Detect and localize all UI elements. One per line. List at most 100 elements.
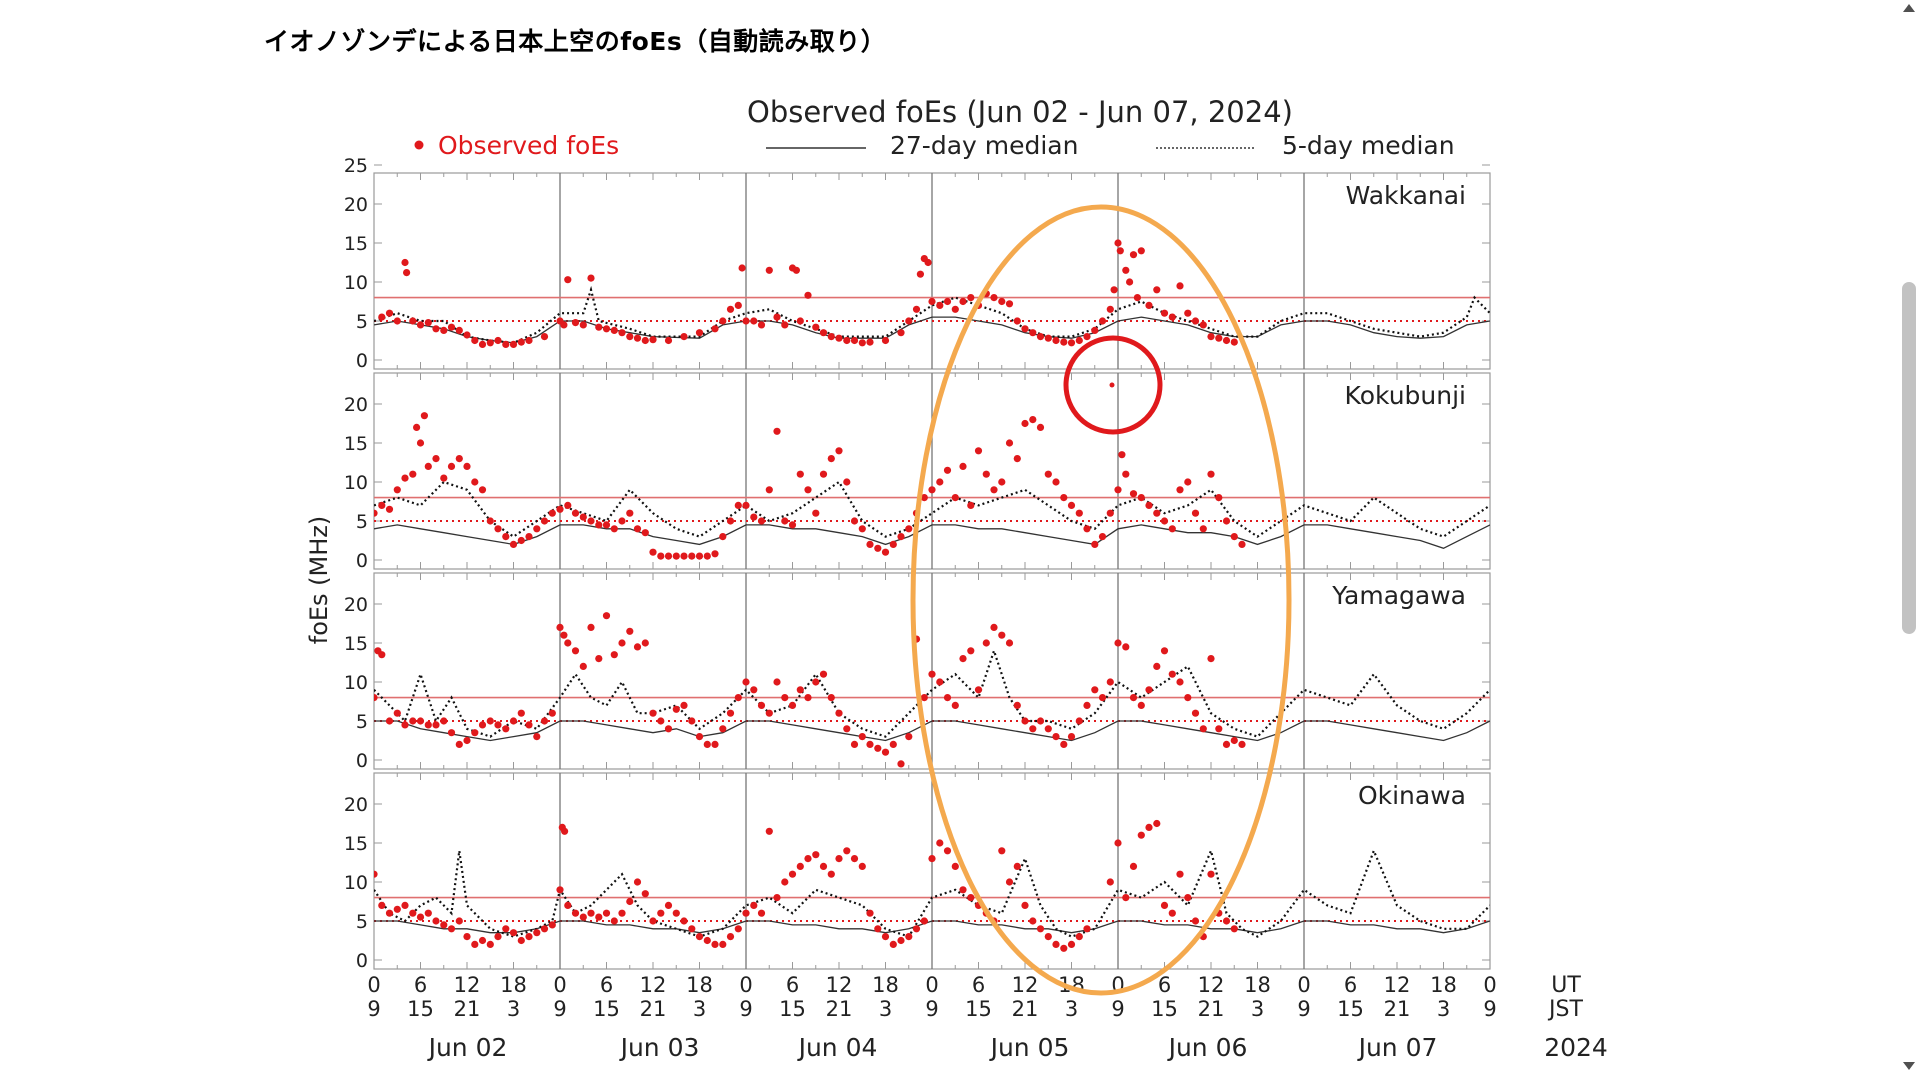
y-tick-label: 20: [344, 394, 368, 416]
observed-point: [781, 321, 789, 329]
observed-point: [1160, 647, 1169, 655]
observed-point: [1184, 309, 1192, 317]
observed-point: [1199, 725, 1207, 733]
jst-tick-label: 3: [1437, 997, 1450, 1021]
observed-point: [750, 901, 758, 910]
observed-point: [1137, 831, 1145, 839]
observed-point: [1168, 670, 1176, 678]
observed-point: [579, 513, 587, 521]
panel-wakkanai: 25 20 15 10 5 0 Wakkanai: [344, 155, 1491, 372]
observed-point: [703, 936, 711, 945]
annotation-ellipse: [910, 204, 1292, 996]
scroll-thumb[interactable]: [1902, 282, 1916, 634]
observed-point: [1110, 286, 1118, 294]
observed-point: [424, 462, 432, 470]
observed-point: [447, 323, 456, 331]
observed-point: [1222, 740, 1231, 749]
observed-point: [951, 305, 959, 313]
observed-point: [1133, 294, 1141, 302]
observed-point: [719, 725, 727, 733]
observed-point: [664, 552, 673, 560]
observed-point: [1106, 678, 1114, 686]
observed-point: [587, 517, 595, 525]
observed-point: [533, 929, 541, 937]
observed-point: [1091, 540, 1099, 549]
observed-point: [401, 474, 409, 482]
observed-point: [827, 333, 835, 341]
observed-point: [781, 517, 789, 525]
observed-point: [773, 313, 781, 321]
panel-kokubunji: 20 15 10 5 0 Kokubunji: [344, 372, 1491, 572]
observed-point: [385, 909, 394, 917]
observed-point: [1036, 423, 1045, 431]
scrollbar[interactable]: [1898, 0, 1920, 1080]
observed-point: [1036, 717, 1045, 725]
observed-point: [564, 276, 572, 284]
observed-point: [695, 552, 704, 560]
observed-point: [1013, 862, 1021, 871]
observed-point: [509, 929, 518, 937]
jst-tick-label: 3: [1251, 997, 1264, 1021]
station-label: Yamagawa: [1331, 581, 1466, 610]
observed-point: [540, 517, 549, 525]
observed-point: [1168, 525, 1176, 533]
observed-point: [1114, 239, 1122, 247]
observed-point: [393, 486, 401, 494]
observed-point: [560, 321, 568, 329]
observed-point: [672, 705, 680, 713]
observed-point: [1060, 740, 1068, 749]
observed-point: [1114, 639, 1122, 647]
observed-point: [561, 827, 569, 835]
observed-point: [843, 847, 851, 855]
observed-point: [951, 701, 959, 710]
observed-point: [602, 521, 611, 529]
observed-point: [765, 486, 773, 494]
observed-point: [1222, 336, 1231, 345]
observed-point: [1116, 247, 1124, 255]
observed-point: [1230, 533, 1238, 541]
observed-point: [1122, 894, 1130, 902]
observed-point: [1122, 643, 1130, 651]
observed-point: [827, 694, 835, 702]
observed-point: [633, 878, 642, 886]
observed-point: [618, 639, 626, 647]
observed-point: [905, 525, 913, 533]
observed-point: [556, 623, 564, 632]
observed-point: [866, 338, 874, 346]
observed-point: [695, 933, 704, 941]
observed-point: [610, 326, 618, 334]
observed-point: [688, 925, 696, 933]
observed-point: [959, 297, 967, 306]
legend-27day-label: 27-day median: [890, 131, 1078, 160]
observed-point: [734, 301, 742, 309]
observed-point: [509, 717, 518, 725]
scroll-up-arrow-icon[interactable]: [1903, 4, 1915, 12]
observed-point: [734, 694, 742, 702]
observed-point: [734, 925, 742, 933]
observed-point: [928, 297, 936, 306]
observed-point: [1129, 490, 1138, 498]
observed-point: [819, 329, 828, 337]
jst-tick-label: 21: [640, 997, 667, 1021]
observed-point: [1145, 686, 1153, 694]
observed-point: [587, 623, 595, 632]
observed-point: [664, 336, 673, 345]
observed-point: [711, 740, 719, 749]
jst-tick-label: 21: [1384, 997, 1411, 1021]
observed-point: [610, 651, 618, 659]
observed-point: [517, 536, 525, 545]
observed-point: [812, 678, 820, 686]
observed-point: [1207, 655, 1215, 663]
observed-point: [1044, 933, 1052, 941]
observed-point: [424, 319, 432, 327]
observed-point: [1191, 709, 1200, 717]
observed-point: [486, 517, 494, 525]
observed-point: [757, 517, 766, 525]
median27-line: [374, 316, 1490, 344]
scroll-down-arrow-icon[interactable]: [1903, 1062, 1915, 1070]
observed-point: [1036, 333, 1045, 341]
ut-tick-label: 12: [640, 973, 667, 997]
y-tick-label: 0: [356, 350, 368, 372]
observed-point: [858, 525, 866, 533]
observed-point: [858, 862, 866, 871]
